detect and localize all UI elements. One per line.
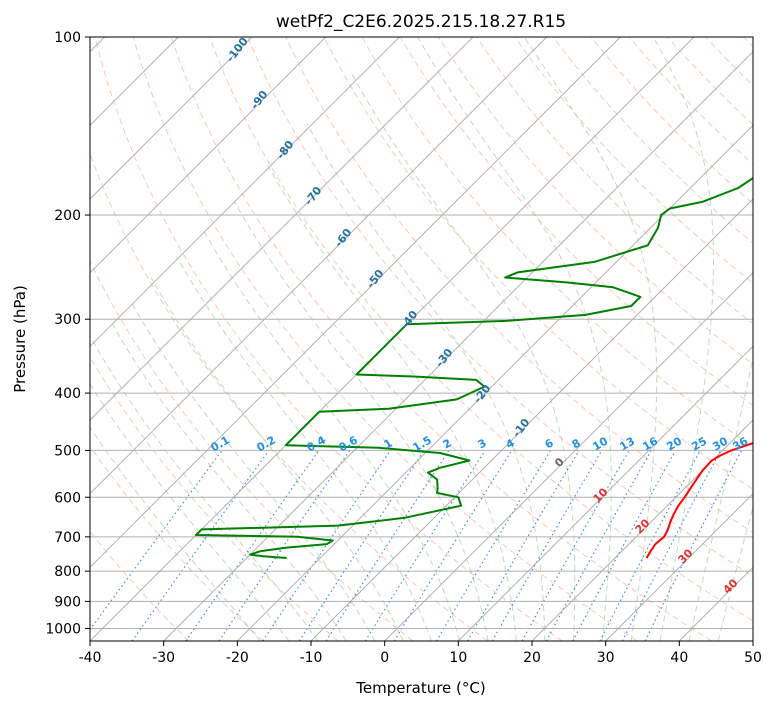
y-tick-label: 1000: [45, 621, 81, 637]
dry-adiabat-line: [323, 37, 753, 491]
moist-adiabat-line: [234, 201, 489, 641]
isotherm-line: [90, 37, 621, 569]
background-lines: [90, 37, 753, 641]
dry-adiabat-line: [90, 445, 264, 641]
x-tick-label: -30: [152, 650, 175, 666]
moist-adiabat-line: [350, 72, 576, 641]
x-tick-label: 40: [670, 650, 688, 666]
dewpoint-profile-line: [195, 176, 753, 559]
x-tick-label: 50: [744, 650, 762, 666]
dry-adiabat-line: [514, 37, 753, 284]
dry-adiabat-line: [209, 37, 753, 622]
isotherm-line: [605, 492, 753, 641]
moist-adiabat-line: [417, 37, 612, 641]
moist-adiabat-line: [523, 37, 658, 641]
y-tick-label: 600: [54, 490, 81, 506]
x-tick-label: 10: [449, 650, 467, 666]
moist-adiabat-line: [150, 277, 404, 641]
mixing-ratio-line: [185, 450, 320, 641]
dry-adiabat-line: [94, 37, 563, 641]
dry-adiabat-line: [90, 260, 414, 641]
moist-adiabat-line: [717, 505, 753, 641]
mixing-ratio-line: [364, 450, 486, 641]
moist-adiabat-line: [267, 165, 517, 641]
moist-adiabat-line: [688, 355, 753, 641]
isotherm-line: [457, 345, 753, 641]
moist-adiabat-line: [201, 227, 461, 641]
mixing-ratio-line: [466, 450, 580, 641]
dry-adiabat-line: [170, 37, 712, 641]
pressure-grid: [90, 37, 753, 629]
mixing-ratio-line: [262, 450, 391, 641]
x-tick-label: -40: [79, 650, 102, 666]
mixing-ratio-line: [298, 450, 425, 641]
profiles: [195, 176, 753, 559]
y-tick-label: 100: [54, 30, 81, 46]
x-tick-label: -20: [226, 650, 249, 666]
y-tick-label: 300: [54, 312, 81, 328]
mixing-ratio-line: [218, 450, 351, 641]
dry-adiabat-line: [247, 37, 753, 577]
x-axis-label: Temperature (°C): [355, 679, 485, 697]
y-tick-label: 700: [54, 530, 81, 546]
temperature-profile-line: [645, 442, 753, 559]
isotherm-line: [90, 37, 548, 495]
isotherm-line: [90, 37, 474, 421]
y-axis-label: Pressure (hPa): [11, 285, 29, 393]
x-tick-label: 20: [523, 650, 541, 666]
moist-adiabat-line: [176, 256, 432, 641]
isotherm-line: [236, 124, 753, 641]
isotherm-line: [310, 198, 753, 641]
dry-adiabat-line: [476, 37, 753, 325]
x-tick-label: -10: [300, 650, 323, 666]
y-tick-label: 900: [54, 594, 81, 610]
mixing-ratio-line: [325, 450, 450, 641]
isotherm-line: [163, 50, 753, 641]
dry-adiabat-line: [285, 37, 753, 534]
isotherm-line: [384, 271, 753, 641]
moist-adiabat-line: [652, 37, 714, 641]
mixing-ratio-line: [572, 450, 677, 641]
y-tick-label: 400: [54, 386, 81, 402]
isotherm-line: [531, 419, 753, 641]
moist-adiabat-line: [130, 301, 376, 641]
chart-title: wetPf2_C2E6.2025.215.18.27.R15: [276, 12, 566, 32]
x-tick-label: 0: [380, 650, 389, 666]
moist-adiabat-line: [90, 426, 261, 641]
mixing-ratio-line: [435, 450, 552, 641]
isotherm-line: [90, 37, 327, 274]
y-tick-label: 500: [54, 443, 81, 459]
y-tick-label: 800: [54, 564, 81, 580]
isotherm-line: [90, 37, 400, 348]
y-tick-label: 200: [54, 208, 81, 224]
mixing-ratio-line: [545, 450, 652, 641]
moist-adiabat-line: [91, 339, 319, 641]
plot-frame: [89, 36, 754, 642]
axes: -40 -30 -20 -10 0 10 20 30 40 50 100 200 300 400 500 60…: [45, 30, 762, 666]
isotherm-line: [90, 37, 253, 200]
x-tick-label: 30: [597, 650, 615, 666]
